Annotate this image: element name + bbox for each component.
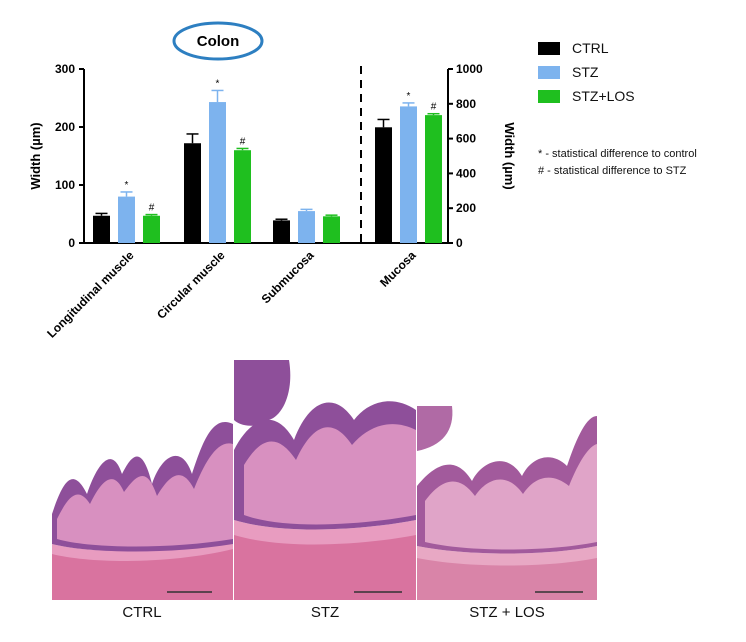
left-axis-title: Width (µm) — [28, 122, 43, 189]
bar-mucosa-stz — [400, 106, 417, 243]
bar-longitudinal-muscle-ctrl — [93, 215, 110, 243]
left-tick-label: 100 — [55, 178, 75, 192]
category-label-mucosa: Mucosa — [377, 248, 419, 290]
note-stz: # - statistical difference to STZ — [538, 165, 687, 177]
category-label-submucosa: Submucosa — [259, 248, 317, 306]
significance-marker: * — [407, 91, 411, 102]
bar-submucosa-stz-los — [323, 216, 340, 243]
right-tick-label: 600 — [456, 132, 476, 146]
left-tick-label: 0 — [68, 236, 75, 250]
bar-mucosa-stz-los — [425, 115, 442, 243]
chart-title: Colon — [197, 33, 240, 50]
caption-ctrl: CTRL — [122, 604, 162, 621]
caption-stz-los: STZ + LOS — [469, 604, 545, 621]
legend-swatch-stz — [538, 65, 560, 79]
significance-marker: # — [240, 136, 246, 147]
micrograph-ctrl — [52, 404, 233, 600]
micrograph-stz-los — [417, 406, 597, 600]
bar-circular-muscle-ctrl — [184, 143, 201, 243]
left-tick-label: 200 — [55, 120, 75, 134]
left-tick-label: 300 — [55, 62, 75, 76]
significance-marker: # — [149, 203, 155, 214]
bar-submucosa-ctrl — [273, 220, 290, 243]
caption-stz: STZ — [310, 604, 340, 621]
title-ellipse — [172, 21, 264, 61]
right-tick-label: 200 — [456, 201, 476, 215]
significance-marker: * — [216, 78, 220, 89]
significance-marker: * — [125, 180, 129, 191]
category-label-longitudinal-muscle: Longitudinal muscle — [44, 248, 137, 341]
bar-circular-muscle-stz-los — [234, 150, 251, 243]
right-tick-label: 1000 — [456, 62, 483, 76]
legend-label-stz: STZ — [572, 64, 599, 80]
significance-notes: * - statistical difference to control # … — [538, 146, 697, 180]
legend-item-stz-los: STZ+LOS — [538, 84, 635, 108]
significance-marker: # — [431, 102, 437, 113]
right-axis-title: Width (µm) — [502, 122, 517, 189]
category-label-circular-muscle: Circular muscle — [154, 248, 228, 322]
bar-mucosa-ctrl — [375, 127, 392, 243]
right-tick-label: 0 — [456, 236, 463, 250]
bar-longitudinal-muscle-stz — [118, 196, 135, 243]
micrograph-stz — [234, 360, 416, 600]
legend-swatch-ctrl — [538, 41, 560, 55]
chart-legend: CTRL STZ STZ+LOS — [538, 36, 635, 108]
right-tick-label: 800 — [456, 97, 476, 111]
bar-circular-muscle-stz — [209, 102, 226, 243]
bar-submucosa-stz — [298, 211, 315, 243]
legend-item-stz: STZ — [538, 60, 635, 84]
bar-longitudinal-muscle-stz-los — [143, 215, 160, 243]
note-control: * - statistical difference to control — [538, 148, 697, 160]
legend-swatch-stz-los — [538, 89, 560, 103]
colon-width-chart: Colon 0 100 200 300 0 200 400 600 800 1000 Width (… — [28, 21, 517, 341]
legend-item-ctrl: CTRL — [538, 36, 635, 60]
legend-label-stz-los: STZ+LOS — [572, 88, 635, 104]
right-tick-label: 400 — [456, 166, 476, 180]
legend-label-ctrl: CTRL — [572, 40, 609, 56]
